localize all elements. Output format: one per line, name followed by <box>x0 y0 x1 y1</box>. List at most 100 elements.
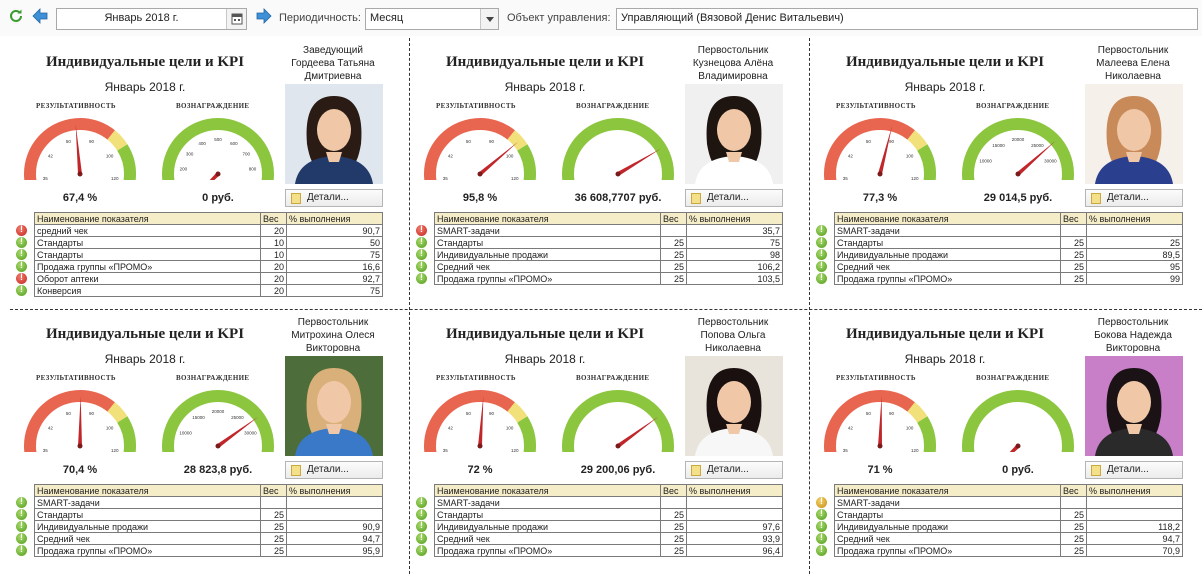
table-row[interactable]: Индивидуальные продажи 25 97,6 <box>434 520 783 533</box>
table-row[interactable]: Средний чек 25 93,9 <box>434 532 783 545</box>
status-green-icon <box>416 260 427 272</box>
table-row[interactable]: Стандарты 25 75 <box>434 236 783 249</box>
details-button[interactable]: Детали... <box>1085 189 1183 207</box>
table-row[interactable]: Индивидуальные продажи 25 89,5 <box>834 248 1183 261</box>
table-row[interactable]: Средний чек 25 94,7 <box>34 532 383 545</box>
document-icon <box>691 193 701 204</box>
gauge-zone-green <box>162 390 274 452</box>
status-green-icon <box>816 248 827 260</box>
period-select[interactable]: Месяц <box>365 8 499 30</box>
cell-weight: 25 <box>660 508 687 521</box>
table-row[interactable]: SMART-задачи <box>434 496 783 509</box>
details-button[interactable]: Детали... <box>685 189 783 207</box>
result-gauge-title: РЕЗУЛЬТАТИВНОСТЬ <box>36 374 116 382</box>
gauge-zone-yellow <box>107 130 128 151</box>
table-row[interactable]: Продажа группы «ПРОМО» 20 16,6 <box>34 260 383 273</box>
table-row[interactable]: Продажа группы «ПРОМО» 25 70,9 <box>834 544 1183 557</box>
document-icon <box>291 465 301 476</box>
gauge-tick-label: 600 <box>230 141 238 146</box>
details-button[interactable]: Детали... <box>1085 461 1183 479</box>
cell-weight: 25 <box>1060 508 1087 521</box>
object-field[interactable]: Управляющий (Вязовой Денис Витальевич) <box>616 8 1198 30</box>
col-name-header: Наименование показателя <box>434 484 661 497</box>
employee-card-6: Индивидуальные цели и KPI Январь 2018 г.… <box>810 310 1200 574</box>
gauge-tick-label: 5000 <box>979 179 990 180</box>
employee-role: Первостольник <box>697 317 769 328</box>
refresh-icon[interactable] <box>8 8 24 24</box>
employee-role: Первостольник <box>697 45 769 56</box>
table-row[interactable]: средний чек 20 90,7 <box>34 224 383 237</box>
gauge-tick-label: 15000 <box>192 415 205 420</box>
table-row[interactable]: SMART-задачи 35,7 <box>434 224 783 237</box>
cell-name: Оборот аптеки <box>34 272 261 285</box>
cell-percent <box>286 508 383 521</box>
gauge-zone-green <box>562 118 674 180</box>
cell-weight <box>660 224 687 237</box>
cell-percent: 95,9 <box>286 544 383 557</box>
gauge-tick-label: 42 <box>448 153 454 158</box>
details-button[interactable]: Детали... <box>285 461 383 479</box>
table-row[interactable]: SMART-задачи <box>834 496 1183 509</box>
status-column <box>16 496 28 557</box>
table-row[interactable]: Конверсия 20 75 <box>34 284 383 297</box>
table-row[interactable]: Стандарты 25 25 <box>834 236 1183 249</box>
table-row[interactable]: SMART-задачи <box>834 224 1183 237</box>
cell-weight: 20 <box>260 224 287 237</box>
status-green-icon <box>16 260 27 272</box>
table-row[interactable]: Индивидуальные продажи 25 118,2 <box>834 520 1183 533</box>
divider-vertical <box>409 38 410 574</box>
cell-weight: 25 <box>260 544 287 557</box>
cell-weight: 25 <box>1060 520 1087 533</box>
dropdown-arrow-icon[interactable] <box>480 9 498 29</box>
gauge-tick-label: 10000 <box>979 159 992 164</box>
reward-value: 29 014,5 руб. <box>983 192 1053 204</box>
cell-percent <box>686 508 783 521</box>
table-row[interactable]: SMART-задачи <box>34 496 383 509</box>
gauge-needle <box>1016 140 1056 176</box>
status-green-icon <box>416 496 427 508</box>
table-row[interactable]: Продажа группы «ПРОМО» 25 99 <box>834 272 1183 285</box>
table-row[interactable]: Продажа группы «ПРОМО» 25 103,5 <box>434 272 783 285</box>
arrow-right-icon[interactable] <box>256 8 272 24</box>
result-gauge-title: РЕЗУЛЬТАТИВНОСТЬ <box>436 102 516 110</box>
gauge-tick-label: 5000 <box>179 451 190 452</box>
table-row[interactable]: Стандарты 25 <box>34 508 383 521</box>
table-row[interactable]: Продажа группы «ПРОМО» 25 96,4 <box>434 544 783 557</box>
cell-weight: 20 <box>260 284 287 297</box>
status-column <box>816 496 828 557</box>
cell-percent: 90,7 <box>286 224 383 237</box>
table-row[interactable]: Стандарты 10 50 <box>34 236 383 249</box>
table-row[interactable]: Оборот аптеки 20 92,7 <box>34 272 383 285</box>
result-gauge-title: РЕЗУЛЬТАТИВНОСТЬ <box>436 374 516 382</box>
cell-percent: 95 <box>1086 260 1183 273</box>
reward-gauge-title: ВОЗНАГРАЖДЕНИЕ <box>176 374 250 382</box>
table-row[interactable]: Индивидуальные продажи 25 90,9 <box>34 520 383 533</box>
reward-value: 36 608,7707 руб. <box>574 192 662 204</box>
table-row[interactable]: Стандарты 10 75 <box>34 248 383 261</box>
status-yellow-icon <box>816 496 827 508</box>
employee-name: Бокова Надежда Викторовна <box>1094 330 1172 354</box>
employee-role: Заведующий <box>303 45 363 56</box>
col-weight-header: Вес <box>1060 484 1087 497</box>
table-row[interactable]: Стандарты 25 <box>434 508 783 521</box>
table-row[interactable]: Средний чек 25 94,7 <box>834 532 1183 545</box>
gauge-zone-yellow <box>507 130 528 151</box>
table-row[interactable]: Индивидуальные продажи 25 98 <box>434 248 783 261</box>
details-button[interactable]: Детали... <box>285 189 383 207</box>
table-row[interactable]: Средний чек 25 95 <box>834 260 1183 273</box>
reward-value: 29 200,06 руб. <box>580 464 656 476</box>
status-green-icon <box>16 520 27 532</box>
cell-percent: 75 <box>286 248 383 261</box>
table-row[interactable]: Стандарты 25 <box>834 508 1183 521</box>
details-button[interactable]: Детали... <box>685 461 783 479</box>
table-row[interactable]: Продажа группы «ПРОМО» 25 95,9 <box>34 544 383 557</box>
divider-horizontal <box>10 309 1202 310</box>
gauge-hub <box>1015 171 1021 177</box>
status-green-icon <box>16 236 27 248</box>
table-row[interactable]: Средний чек 25 106,2 <box>434 260 783 273</box>
calendar-icon[interactable] <box>226 9 246 29</box>
arrow-left-icon[interactable] <box>32 8 48 24</box>
gauge-tick-label: 35000 <box>246 451 259 452</box>
gauge-tick-label: 50 <box>866 411 872 416</box>
date-field[interactable]: Январь 2018 г. <box>56 8 247 30</box>
